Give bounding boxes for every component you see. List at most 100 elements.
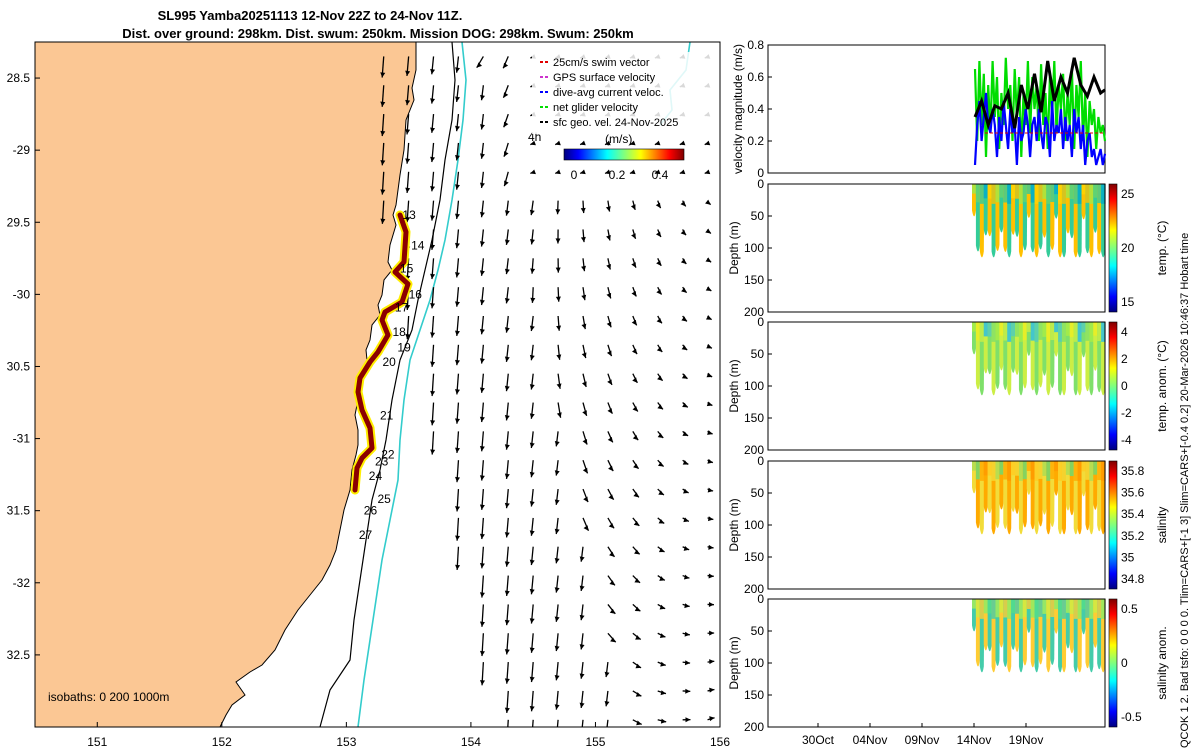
velocity-arrow [682,402,689,408]
colorbar-tick-label: 15 [1121,295,1135,309]
velocity-arrow [604,169,611,175]
velocity-arrow [455,460,461,483]
velocity-arrow [479,460,485,481]
velocity-arrow [606,258,611,270]
velocity-arrow [430,373,436,397]
velocity-arrow [479,604,485,627]
title-line-2: Dist. over ground: 298km. Dist. swum: 25… [122,26,634,41]
velocity-arrow [580,200,586,214]
velocity-arrow [555,287,561,302]
velocity-arrow [705,315,713,321]
day-label: 22 [381,447,395,461]
velocity-arrow [529,575,535,595]
velocity-arrow [582,431,588,445]
velocity-arrow [529,488,535,507]
velocity-arrow [480,662,485,686]
velocity-arrow [554,488,560,505]
isobath-200m [319,42,456,727]
velocity-arrow [405,85,411,106]
velocity-arrow [579,604,585,621]
velocity-arrow [554,169,561,175]
velocity-arrow [682,717,691,723]
velocity-arrow [455,315,460,336]
velocity-arrow [657,603,666,610]
velocity-arrow [504,287,510,304]
panel-colorbar [1108,598,1118,728]
colorbar-tick-label: 35 [1121,550,1135,564]
velocity-arrow [705,228,712,234]
depth-tick-label: 100 [744,379,764,393]
velocity-arrow [606,315,612,328]
velocity-arrow [430,315,436,338]
day-label: 17 [395,300,409,314]
velocity-arrow [707,430,713,435]
velocity-arrow [657,661,666,667]
colorbar-tick-label: 0.2 [609,168,626,182]
colorbar-title: salinity [1155,507,1169,544]
velocity-arrow [480,171,485,189]
velocity-arrow [380,171,386,195]
legend-label: sfc geo. vel. 24-Nov-2025 [553,117,678,129]
velocity-arrow [554,633,560,652]
velocity-arrow [657,575,666,581]
velocity-arrow [657,718,667,724]
legend-label: GPS surface velocity [553,72,656,84]
date-tick-label: 09Nov [905,733,940,747]
velocity-arrow [556,373,562,389]
velocity-arrow [529,604,535,624]
velocity-arrow [503,171,509,187]
velocity-arrow [530,287,536,303]
day-label: 13 [402,208,416,222]
day-label: 16 [409,287,423,301]
velocity-arrow [654,169,661,175]
velocity-arrow [479,315,485,335]
velocity-arrow [479,633,485,657]
velocity-arrow [530,140,536,146]
velocity-arrow [607,575,616,586]
velocity-arrow [529,460,535,478]
velocity-arrow [430,142,436,163]
day-label: 25 [378,492,392,506]
velocity-arrow [405,171,411,193]
velocity-arrow [607,488,615,501]
colorbar-tick-label: 34.8 [1121,572,1145,586]
velocity-arrow [530,258,536,274]
velocity-arrow [430,114,436,133]
velocity-arrow [502,56,509,69]
velocity-arrow [682,546,690,551]
colorbar-tick-label: 0 [1121,379,1128,393]
day-label: 26 [364,504,378,518]
velocity-arrow [479,402,485,423]
velocity-ytick-label: 0 [757,166,764,180]
velocity-ytick-label: 0.6 [747,70,764,84]
velocity-arrow [682,688,691,694]
velocity-arrow [631,286,637,297]
depth-tick-label: 200 [744,443,764,457]
velocity-arrow [582,517,590,532]
velocity-arrow [405,200,411,223]
velocity-arrow [707,573,714,579]
velocity-arrow [632,402,639,412]
velocity-ytick-label: 0.2 [747,134,764,148]
colorbar-tick-label: 0.5 [1121,602,1138,616]
velocity-arrow [632,661,642,669]
colorbar-tick-label: 0 [571,168,578,182]
depth-axis-label: Depth (m) [727,221,741,274]
velocity-arrow [604,662,610,678]
velocity-arrow [656,286,663,295]
velocity-arrow [581,315,587,330]
velocity-arrow [707,544,714,550]
depth-tick-label: 100 [744,656,764,670]
velocity-arrow [681,373,688,380]
day-label: 23 [375,455,389,469]
day-label: 20 [382,355,396,369]
velocity-arrow [479,431,485,452]
velocity-arrow [555,229,561,244]
depth-axis-label: Depth (m) [727,636,741,689]
colorbar-tick-label: 35.6 [1121,486,1145,500]
velocity-arrow [430,56,436,75]
velocity-arrow [607,517,615,529]
